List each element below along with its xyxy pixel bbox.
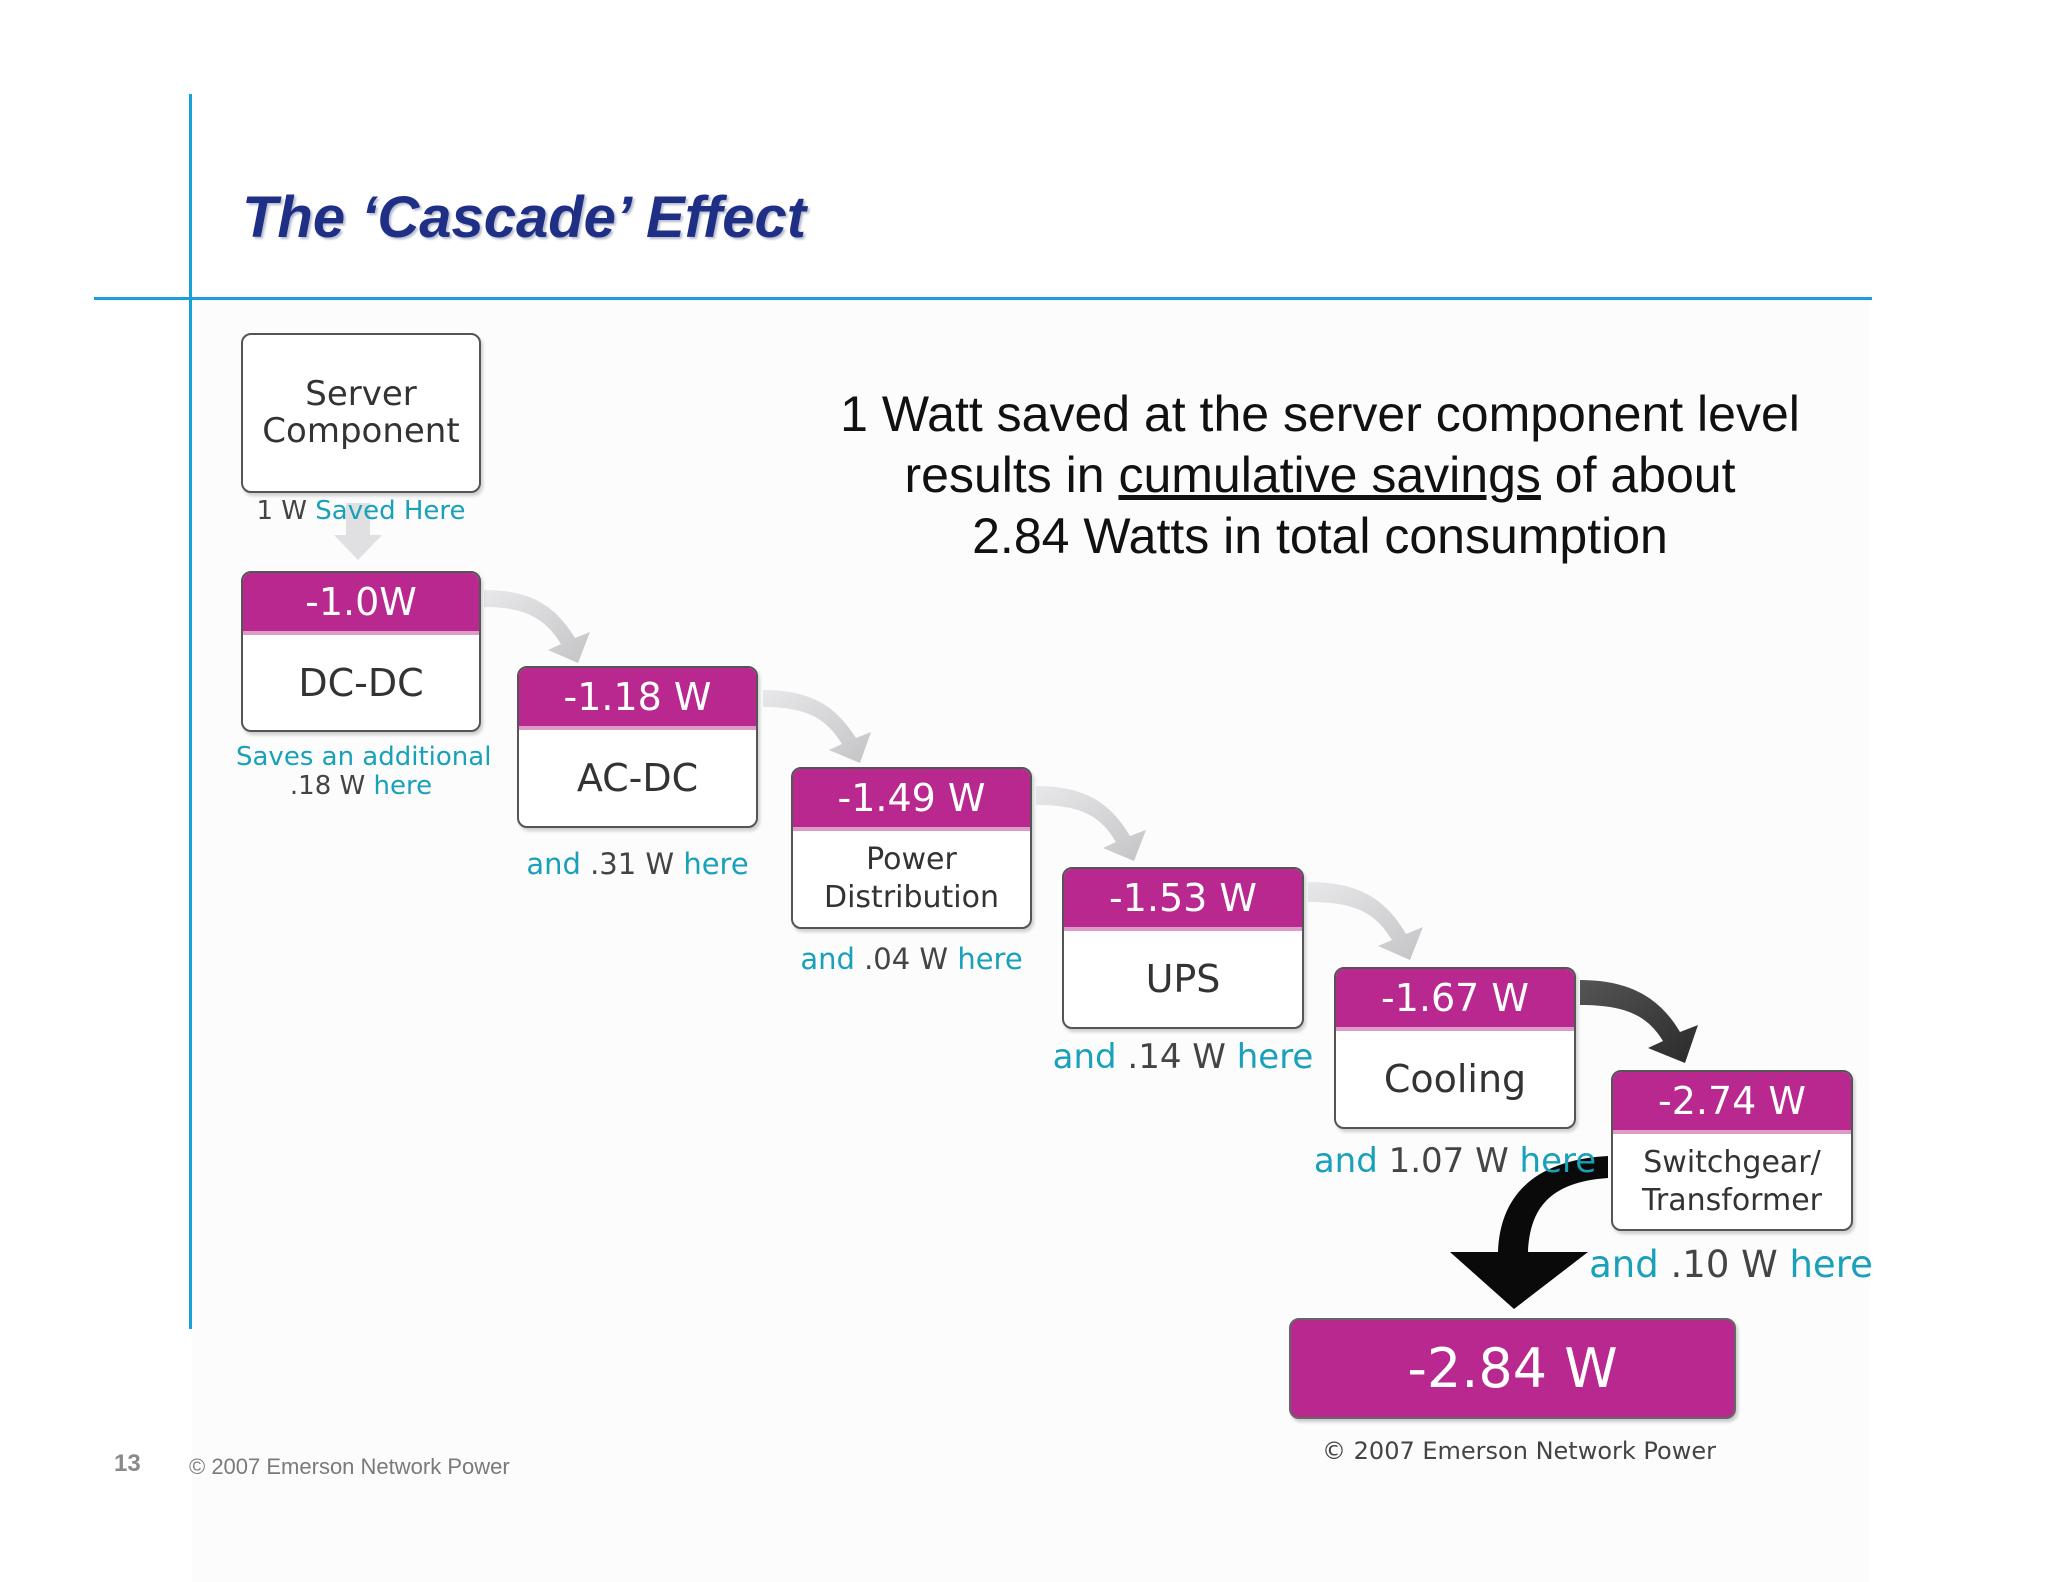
stage-name: Power Distribution	[793, 831, 1030, 927]
note-text: here	[1236, 1037, 1314, 1077]
stage-note-ups: and .14 W here	[1048, 1038, 1318, 1076]
curved-arrow-icon	[763, 690, 871, 763]
server-component-box: Server Component	[241, 333, 481, 493]
note-text: here	[957, 942, 1023, 976]
stage-note-power-distribution: and .04 W here	[781, 943, 1042, 975]
stage-cumulative-savings: -1.53 W	[1064, 869, 1302, 931]
stage-name: DC-DC	[298, 660, 424, 705]
stage-cumulative-savings: -1.0W	[243, 573, 479, 635]
stage-box-ac-dc: -1.18 W AC-DC	[517, 666, 758, 828]
note-text: here	[373, 771, 433, 802]
stage-name: UPS	[1145, 957, 1221, 1001]
vertical-rule	[189, 94, 192, 1329]
note-text: here	[683, 847, 749, 881]
curved-arrow-icon	[1450, 1156, 1608, 1309]
stage-box-ups: -1.53 W UPS	[1062, 867, 1304, 1029]
note-pre: and	[526, 847, 581, 881]
statement-line-3: 2.84 Watts in total consumption	[972, 508, 1668, 564]
stage-name-line-1: Switchgear/	[1643, 1144, 1821, 1180]
stage-cumulative-savings: -1.67 W	[1336, 969, 1574, 1031]
note-line-1: Saves an additional	[236, 742, 492, 772]
horizontal-rule	[94, 297, 1872, 300]
note-value: 1.07 W	[1388, 1141, 1509, 1181]
stage-note-switchgear-transformer: and .10 W here	[1586, 1244, 1876, 1285]
curved-arrow-icon	[1580, 980, 1698, 1063]
down-arrow-icon	[334, 503, 382, 560]
statement-line-2-pre: results in	[904, 447, 1119, 503]
server-component-label: Server Component	[243, 335, 479, 491]
page-number: 13	[114, 1450, 141, 1477]
note-value: .14 W	[1127, 1037, 1226, 1077]
stage-cumulative-savings: -1.49 W	[793, 769, 1030, 831]
stage-name: AC-DC	[576, 756, 699, 800]
note-value: 1 W	[256, 496, 307, 526]
server-component-line-1: Server	[305, 374, 417, 414]
note-pre: and	[1589, 1243, 1659, 1286]
server-component-note: 1 W Saved Here	[241, 496, 481, 526]
total-savings-box: -2.84 W	[1289, 1318, 1736, 1419]
savings-statement: 1 Watt saved at the server component lev…	[780, 384, 1860, 567]
note-pre: and	[800, 942, 855, 976]
note-pre: and	[1313, 1141, 1378, 1181]
stage-name-line-1: Power	[866, 842, 957, 877]
note-value: .31 W	[590, 847, 675, 881]
note-pre: and	[1052, 1037, 1117, 1077]
stage-box-dc-dc: -1.0W DC-DC	[241, 571, 481, 732]
stage-name-line-2: Transformer	[1641, 1182, 1822, 1218]
stage-name: Cooling	[1383, 1057, 1527, 1101]
statement-underlined: cumulative savings	[1118, 447, 1541, 503]
stage-cumulative-savings: -2.74 W	[1613, 1072, 1851, 1134]
stage-note-ac-dc: and .31 W here	[507, 848, 768, 880]
stage-note-dc-dc: Saves an additional .18 W here	[236, 742, 492, 801]
stage-name-line-2: Distribution	[823, 880, 1000, 915]
stage-box-switchgear-transformer: -2.74 W Switchgear/Transformer	[1611, 1070, 1853, 1231]
note-value: .10 W	[1670, 1243, 1778, 1286]
footer-copyright: © 2007 Emerson Network Power	[189, 1454, 510, 1479]
slide-title: The ‘Cascade’ Effect	[242, 185, 807, 250]
note-value: .04 W	[864, 942, 949, 976]
note-line-2: .18 W here	[236, 772, 486, 801]
server-component-line-2: Component	[262, 411, 460, 451]
note-text: Saved Here	[315, 496, 466, 526]
statement-line-2-post: of about	[1540, 447, 1736, 503]
statement-line-2: results in cumulative savings of about	[780, 445, 1860, 506]
curved-arrow-icon	[1308, 882, 1423, 960]
stage-note-cooling: and 1.07 W here	[1300, 1142, 1610, 1180]
note-text: here	[1519, 1141, 1597, 1181]
diagram-credit: © 2007 Emerson Network Power	[1322, 1437, 1716, 1465]
note-text: here	[1789, 1243, 1873, 1286]
note-value: .18 W	[289, 771, 366, 802]
stage-cumulative-savings: -1.18 W	[519, 668, 756, 730]
curved-arrow-icon	[484, 590, 590, 663]
stage-box-cooling: -1.67 W Cooling	[1334, 967, 1576, 1129]
stage-name: Switchgear/Transformer	[1613, 1134, 1851, 1229]
statement-line-1: 1 Watt saved at the server component lev…	[840, 386, 1800, 442]
curved-arrow-icon	[1036, 786, 1146, 861]
stage-box-power-distribution: -1.49 W Power Distribution	[791, 767, 1032, 929]
